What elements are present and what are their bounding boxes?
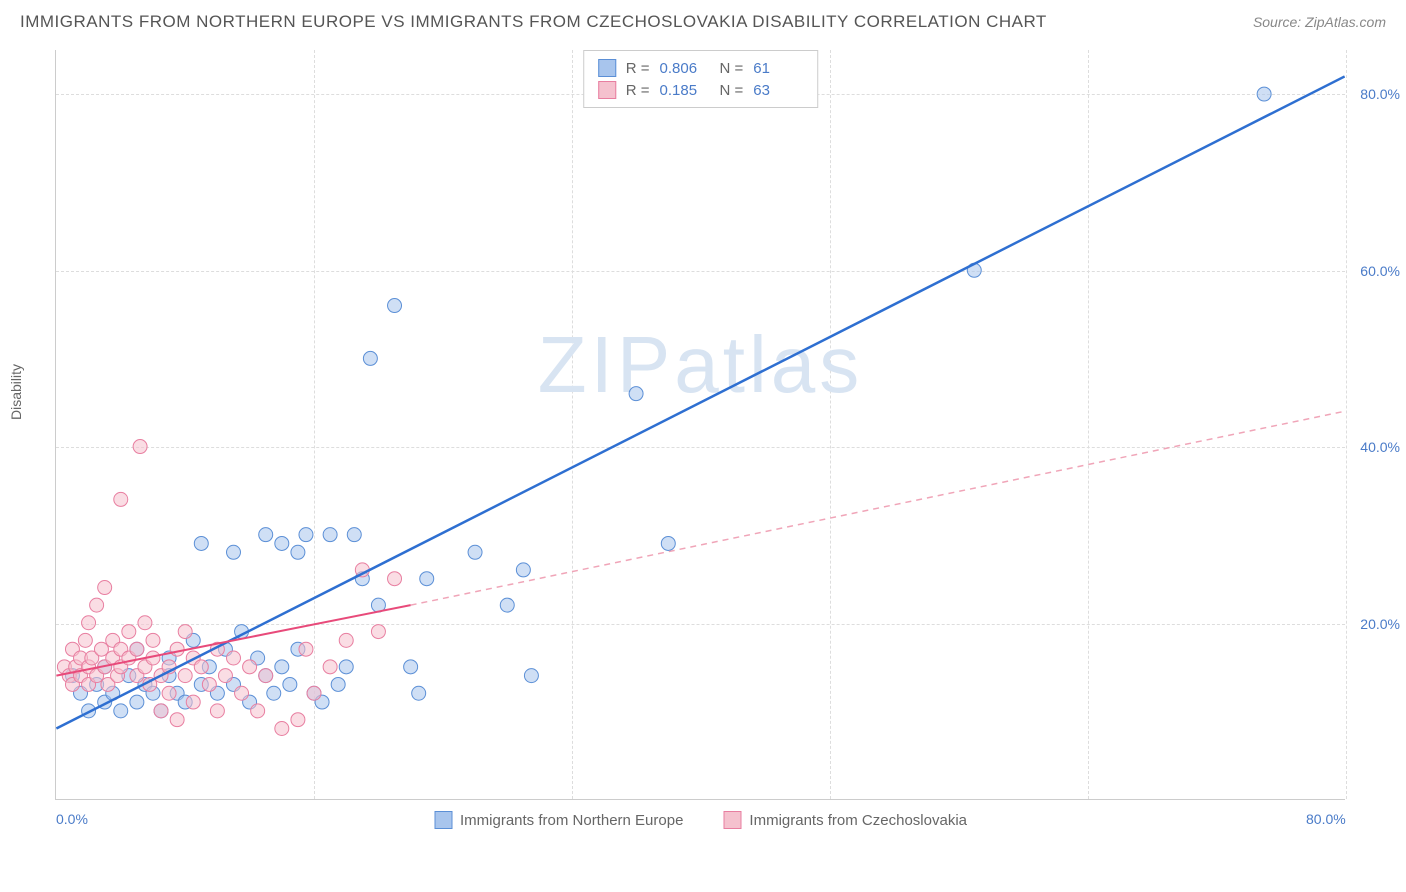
n-label-0: N = <box>720 60 744 77</box>
data-point <box>629 387 643 401</box>
data-point <box>323 528 337 542</box>
data-point <box>259 528 273 542</box>
data-point <box>363 351 377 365</box>
data-point <box>194 660 208 674</box>
data-point <box>661 536 675 550</box>
gridline-v <box>1346 50 1347 799</box>
data-point <box>154 704 168 718</box>
data-point <box>178 625 192 639</box>
legend-item-0: Immigrants from Northern Europe <box>434 811 683 829</box>
trend-line-0 <box>56 76 1344 728</box>
data-point <box>347 528 361 542</box>
r-label-1: R = <box>626 82 650 99</box>
ytick-label: 60.0% <box>1360 263 1400 279</box>
ytick-label: 20.0% <box>1360 616 1400 632</box>
data-point <box>235 686 249 700</box>
data-point <box>114 704 128 718</box>
data-point <box>339 633 353 647</box>
header: IMMIGRANTS FROM NORTHERN EUROPE VS IMMIG… <box>0 0 1406 40</box>
data-point <box>98 581 112 595</box>
data-point <box>388 572 402 586</box>
data-point <box>468 545 482 559</box>
data-point <box>90 598 104 612</box>
data-point <box>170 713 184 727</box>
data-point <box>82 616 96 630</box>
data-point <box>500 598 514 612</box>
data-point <box>404 660 418 674</box>
data-point <box>331 677 345 691</box>
data-point <box>275 660 289 674</box>
data-point <box>259 669 273 683</box>
data-point <box>388 299 402 313</box>
chart-title: IMMIGRANTS FROM NORTHERN EUROPE VS IMMIG… <box>20 12 1047 32</box>
legend-swatch-1 <box>723 811 741 829</box>
y-axis-label: Disability <box>8 364 24 420</box>
stats-row-0: R = 0.806 N = 61 <box>598 57 804 79</box>
data-point <box>122 625 136 639</box>
r-value-1: 0.185 <box>660 82 710 99</box>
data-point <box>299 528 313 542</box>
data-point <box>299 642 313 656</box>
data-point <box>243 660 257 674</box>
data-point <box>420 572 434 586</box>
legend: Immigrants from Northern Europe Immigran… <box>434 811 967 829</box>
trend-line-1-dash <box>411 411 1345 605</box>
stats-swatch-0 <box>598 59 616 77</box>
data-point <box>275 722 289 736</box>
data-point <box>227 545 241 559</box>
plot-svg <box>56 50 1345 799</box>
source-label: Source: ZipAtlas.com <box>1253 14 1386 30</box>
data-point <box>227 651 241 665</box>
data-point <box>130 642 144 656</box>
legend-swatch-0 <box>434 811 452 829</box>
data-point <box>291 545 305 559</box>
data-point <box>1257 87 1271 101</box>
n-label-1: N = <box>720 82 744 99</box>
stats-swatch-1 <box>598 81 616 99</box>
data-point <box>291 713 305 727</box>
data-point <box>178 669 192 683</box>
legend-label-0: Immigrants from Northern Europe <box>460 812 683 829</box>
data-point <box>339 660 353 674</box>
data-point <box>283 677 297 691</box>
data-point <box>210 704 224 718</box>
ytick-label: 40.0% <box>1360 439 1400 455</box>
legend-item-1: Immigrants from Czechoslovakia <box>723 811 967 829</box>
data-point <box>162 686 176 700</box>
n-value-1: 63 <box>753 82 803 99</box>
data-point <box>516 563 530 577</box>
chart-area: ZIPatlas R = 0.806 N = 61 R = 0.185 N = … <box>55 50 1345 800</box>
data-point <box>186 695 200 709</box>
data-point <box>323 660 337 674</box>
data-point <box>218 669 232 683</box>
n-value-0: 61 <box>753 60 803 77</box>
data-point <box>78 633 92 647</box>
data-point <box>267 686 281 700</box>
xtick-label: 80.0% <box>1306 811 1346 827</box>
data-point <box>412 686 426 700</box>
data-point <box>170 642 184 656</box>
data-point <box>371 625 385 639</box>
data-point <box>146 633 160 647</box>
data-point <box>194 536 208 550</box>
data-point <box>114 492 128 506</box>
r-label-0: R = <box>626 60 650 77</box>
data-point <box>202 677 216 691</box>
xtick-label: 0.0% <box>56 811 88 827</box>
r-value-0: 0.806 <box>660 60 710 77</box>
stats-box: R = 0.806 N = 61 R = 0.185 N = 63 <box>583 50 819 108</box>
data-point <box>133 440 147 454</box>
stats-row-1: R = 0.185 N = 63 <box>598 79 804 101</box>
data-point <box>251 704 265 718</box>
data-point <box>524 669 538 683</box>
data-point <box>307 686 321 700</box>
data-point <box>275 536 289 550</box>
data-point <box>138 616 152 630</box>
data-point <box>130 695 144 709</box>
ytick-label: 80.0% <box>1360 86 1400 102</box>
legend-label-1: Immigrants from Czechoslovakia <box>749 812 967 829</box>
